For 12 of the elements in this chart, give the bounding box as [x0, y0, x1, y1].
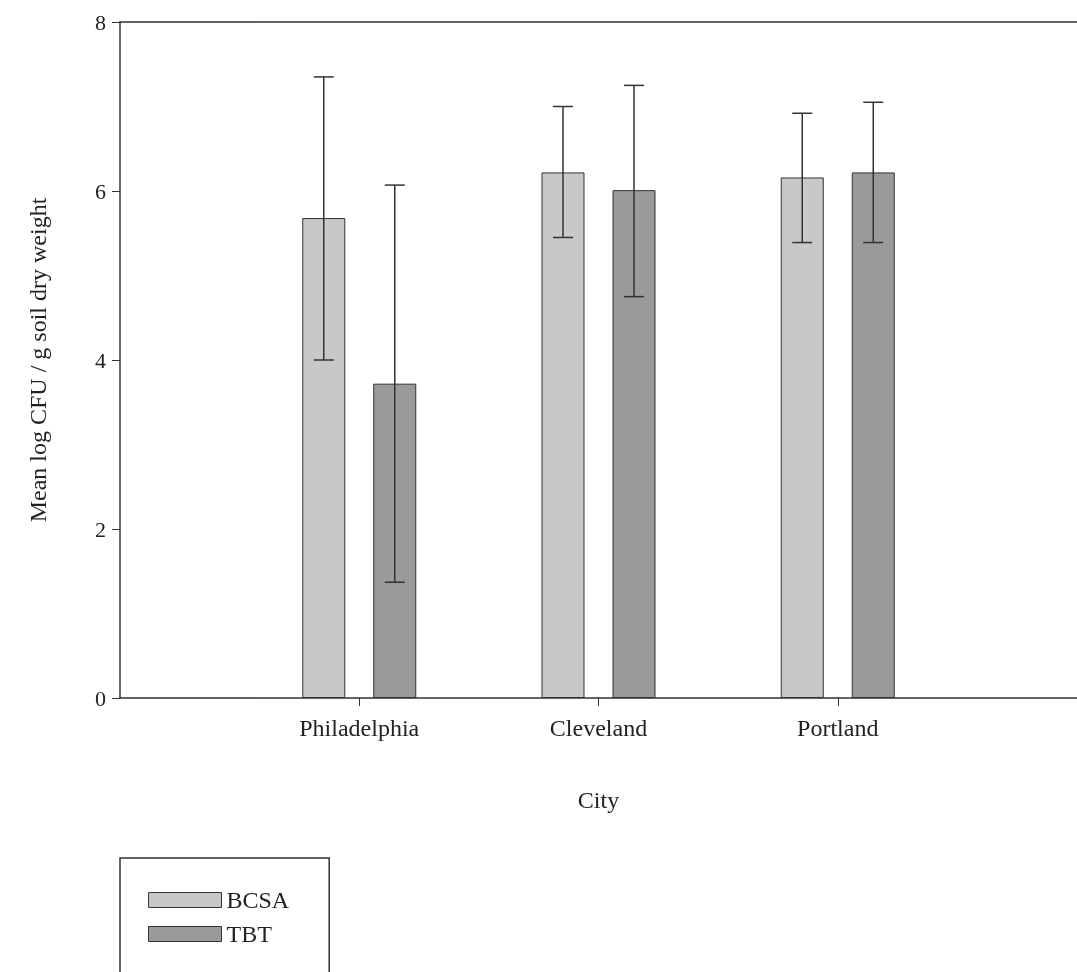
y-tick-label: 8	[95, 9, 106, 35]
legend-label: BCSA	[226, 887, 290, 913]
x-tick-label: Philadelphia	[299, 715, 420, 741]
legend-label: TBT	[226, 921, 273, 947]
x-tick-label: Portland	[797, 715, 879, 741]
y-tick-label: 6	[95, 178, 106, 204]
y-tick-label: 4	[95, 347, 106, 373]
y-tick-label: 2	[95, 516, 106, 542]
y-axis-title: Mean log CFU / g soil dry weight	[25, 197, 51, 523]
x-tick-label: Cleveland	[549, 715, 648, 741]
y-tick-label: 0	[95, 685, 106, 711]
x-axis-title: City	[577, 787, 620, 813]
